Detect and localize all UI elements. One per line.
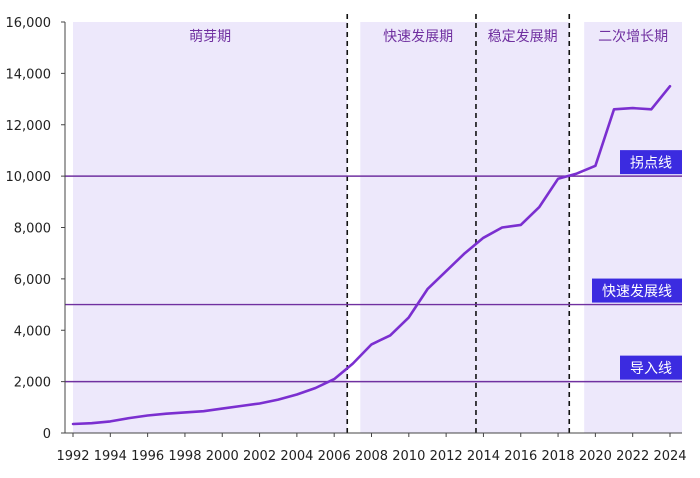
y-tick-label: 0 [43, 427, 51, 442]
y-tick-label: 4,000 [14, 324, 51, 339]
threshold-badge-2 [620, 355, 682, 380]
threshold-label-0: 拐点线 [630, 156, 672, 172]
x-tick-label: 2004 [280, 449, 313, 464]
x-tick-label: 1994 [94, 449, 127, 464]
phase-label-3: 二次增长期 [598, 29, 668, 45]
y-tick-label: 16,000 [6, 16, 52, 31]
threshold-label-1: 快速发展线 [602, 284, 672, 300]
phase-labels: 萌芽期 快速发展期 稳定发展期 二次增长期 [189, 29, 668, 45]
y-tick-label: 14,000 [6, 67, 52, 82]
threshold-badge-1 [592, 278, 682, 303]
x-tick-label: 1998 [168, 449, 201, 464]
x-tick-label: 1996 [131, 449, 164, 464]
x-tick-label: 2018 [542, 449, 575, 464]
phase-band-0 [73, 22, 348, 433]
x-tick-label: 2012 [430, 449, 463, 464]
x-tick-label: 2008 [355, 449, 388, 464]
y-tick-label: 8,000 [14, 222, 51, 237]
threshold-label-2: 导入线 [630, 361, 672, 377]
x-tick-label: 2014 [467, 449, 500, 464]
tick-labels: 0 2,000 4,000 6,000 8,000 10,000 12,000 14,000 1… [6, 16, 687, 464]
phase-label-1: 快速发展期 [383, 29, 453, 45]
phase-label-0: 萌芽期 [189, 29, 231, 45]
x-tick-label: 2006 [318, 449, 351, 464]
phase-bands [73, 22, 682, 433]
x-tick-label: 1992 [56, 449, 89, 464]
phase-band-1 [360, 22, 476, 433]
x-tick-label: 2002 [243, 449, 276, 464]
y-tick-label: 2,000 [14, 376, 51, 391]
y-tick-label: 6,000 [14, 273, 51, 288]
x-tick-label: 2016 [504, 449, 537, 464]
threshold-badge-0 [620, 150, 682, 175]
phase-band-2 [475, 22, 570, 433]
x-tick-label: 2024 [653, 449, 686, 464]
y-tick-label: 12,000 [6, 119, 52, 134]
series-line-0 [71, 84, 672, 426]
x-tick-label: 2020 [579, 449, 612, 464]
phase-label-2: 稳定发展期 [488, 29, 558, 45]
axes [61, 21, 682, 437]
x-tick-label: 2010 [392, 449, 425, 464]
x-tick-label: 2000 [206, 449, 239, 464]
threshold-lines [65, 175, 682, 383]
series [71, 84, 672, 426]
y-tick-label: 10,000 [6, 170, 52, 185]
x-tick-label: 2022 [616, 449, 649, 464]
phase-dividers [346, 14, 571, 433]
